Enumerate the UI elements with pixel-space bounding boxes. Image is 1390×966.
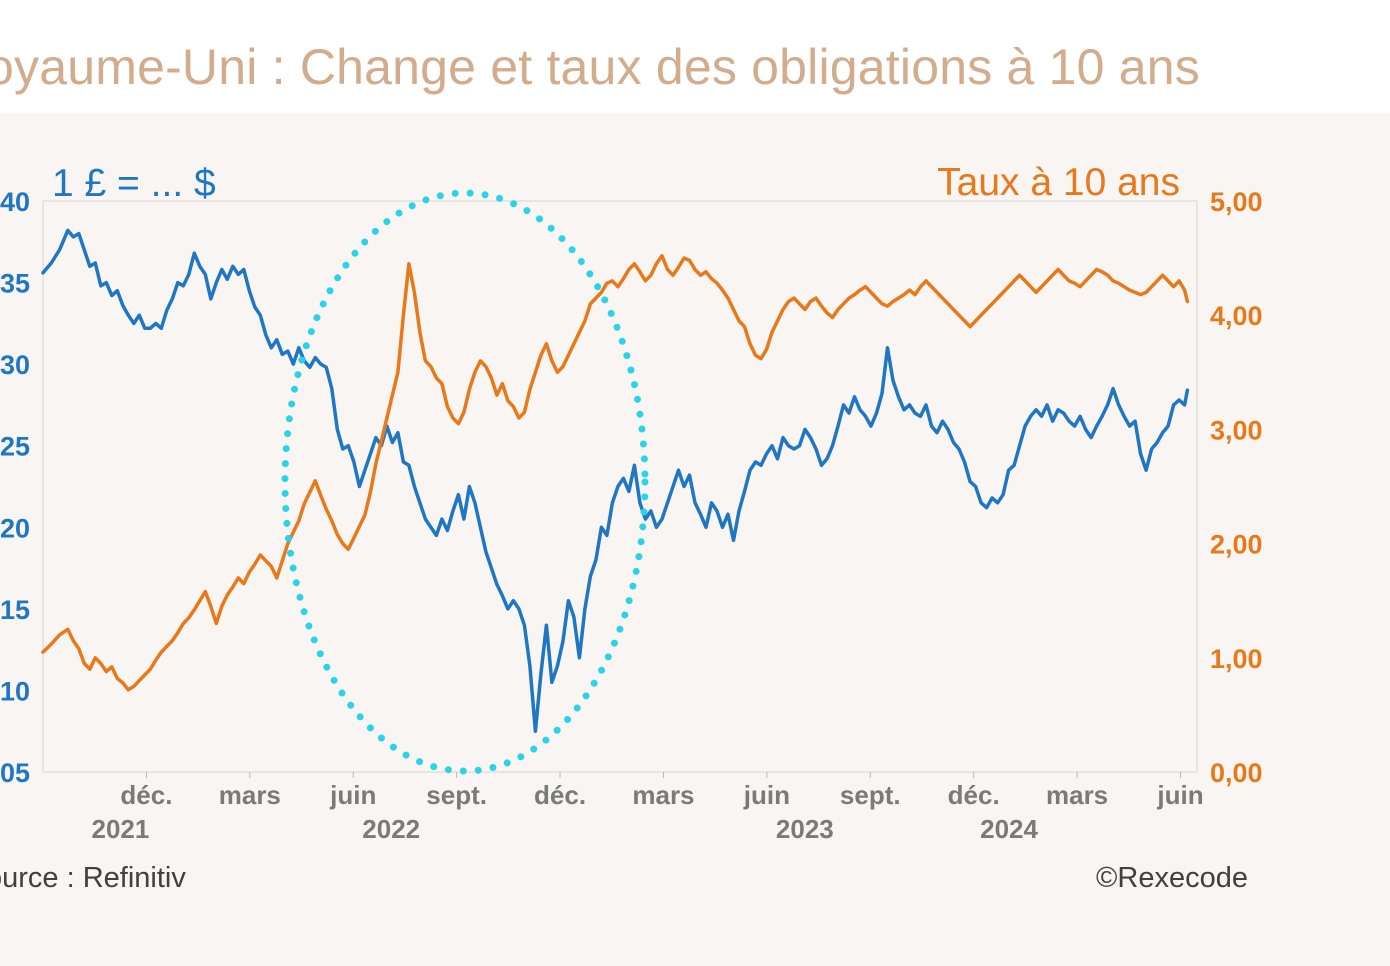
x-tick-label-4: déc.: [534, 780, 586, 810]
right-tick-label-0: 5,00: [1210, 187, 1263, 217]
series-lines: [41, 228, 1190, 733]
x-tick-label-7: sept.: [840, 780, 901, 810]
copyright-note: ©Rexecode: [1096, 862, 1248, 894]
x-tick-label-0: déc.: [120, 780, 172, 810]
left-tick-label-3: 25: [0, 432, 30, 462]
page-title: oyaume-Uni : Change et taux des obligati…: [0, 39, 1200, 95]
left-tick-label-2: 30: [0, 350, 30, 380]
chart-frame: [42, 200, 1198, 773]
chart-panel: [0, 113, 1390, 966]
x-year-label-2: 2022: [362, 814, 420, 844]
source-note: ource : Refinitiv: [0, 862, 186, 894]
right-axis-ticks: 5,00 4,00 3,00 2,00 1,00 0,00: [1210, 187, 1263, 788]
x-tick-label-9: mars: [1046, 780, 1108, 810]
highlight-ellipse: [281, 189, 649, 775]
right-tick-label-2: 3,00: [1210, 415, 1263, 445]
x-tick-label-5: mars: [632, 780, 694, 810]
right-tick-label-5: 0,00: [1210, 758, 1263, 788]
gbp-usd-series-line: [41, 228, 1190, 733]
left-tick-label-6: 10: [0, 676, 30, 706]
x-tick-label-2: juin: [329, 780, 376, 810]
x-tick-label-10: juin: [1156, 780, 1203, 810]
x-tick-label-8: déc.: [948, 780, 1000, 810]
left-tick-label-0: 40: [0, 187, 30, 217]
left-tick-label-1: 35: [0, 269, 30, 299]
right-axis-label: Taux à 10 ans: [937, 161, 1180, 204]
left-axis-ticks: 40 35 30 25 20 15 10 05: [0, 187, 30, 788]
x-year-label-0: 2021: [91, 814, 149, 844]
right-tick-label-3: 2,00: [1210, 530, 1263, 560]
x-tick-label-3: sept.: [426, 780, 487, 810]
yield-series-line: [41, 254, 1190, 692]
right-tick-label-4: 1,00: [1210, 644, 1263, 674]
x-tick-label-6: juin: [743, 780, 790, 810]
x-year-label-9: 2024: [980, 814, 1038, 844]
plot-area: [42, 200, 1198, 773]
left-axis-label: 1 £ = ... $: [52, 162, 216, 205]
right-tick-label-1: 4,00: [1210, 301, 1263, 331]
x-tick-label-1: mars: [219, 780, 281, 810]
left-tick-label-7: 05: [0, 758, 30, 788]
left-tick-label-4: 20: [0, 513, 30, 543]
x-year-label-6: 2023: [776, 814, 834, 844]
left-tick-label-5: 15: [0, 595, 30, 625]
